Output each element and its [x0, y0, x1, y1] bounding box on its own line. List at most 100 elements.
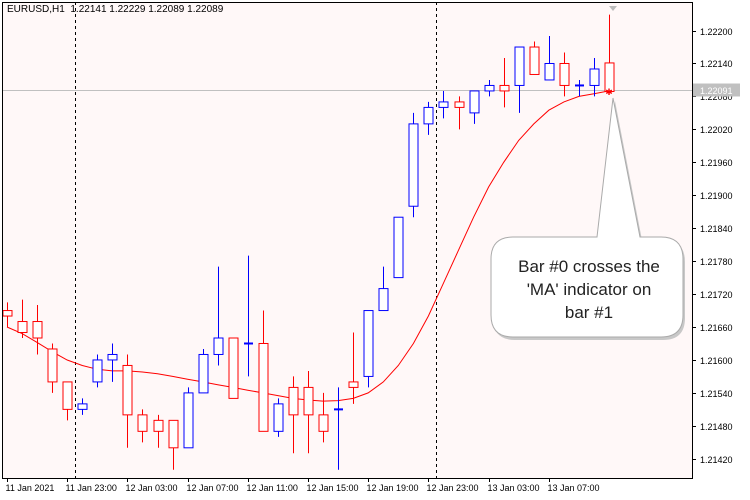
candle-body [198, 353, 209, 394]
candle-body [228, 337, 239, 399]
candle [62, 381, 73, 421]
candle-body [514, 46, 525, 86]
x-tick-label: 12 Jan 23:00 [427, 483, 479, 493]
y-tick-label: 1.21660 [700, 323, 733, 333]
y-tick-label: 1.22080 [700, 92, 733, 102]
callout-line-2: 'MA' indicator on [526, 280, 652, 299]
x-tick-label: 12 Jan 11:00 [247, 483, 298, 493]
candle [454, 96, 465, 130]
candle-body [378, 288, 389, 312]
candle [198, 348, 209, 394]
candle [244, 255, 253, 377]
candle [514, 46, 525, 113]
candle-body [469, 90, 480, 114]
candle-body [544, 62, 555, 81]
candle [213, 266, 224, 366]
candle [47, 343, 58, 393]
candle-body [529, 46, 540, 75]
candle [137, 409, 148, 443]
candle-body [122, 364, 133, 416]
ohlc-values: 1.22141 1.22229 1.22089 1.22089 [70, 4, 224, 15]
candle-body [32, 321, 43, 339]
candle [604, 14, 615, 92]
candle-body [484, 84, 495, 92]
candle [107, 343, 118, 382]
candle-body [47, 348, 58, 383]
x-tick-label: 13 Jan 03:00 [488, 483, 540, 493]
x-tick-label: 12 Jan 03:00 [126, 483, 178, 493]
candle [183, 387, 194, 449]
candle-body [2, 310, 13, 317]
x-tick-label: 11 Jan 2021 [6, 483, 55, 493]
candle-body [393, 216, 404, 279]
candle [32, 305, 43, 355]
x-tick-label: 13 Jan 07:00 [548, 483, 600, 493]
candle-body [137, 414, 148, 432]
y-tick-label: 1.22020 [700, 125, 733, 135]
candle-body [604, 62, 615, 92]
callout-line-1: Bar #0 crosses the [518, 257, 660, 276]
candle [288, 376, 299, 454]
candle-body [499, 84, 510, 92]
candle-body [408, 123, 419, 207]
candle-body [17, 321, 28, 334]
candle [393, 216, 404, 279]
y-tick-label: 1.21780 [700, 257, 733, 267]
bid-price-label-bg [693, 83, 740, 97]
candle-body [153, 419, 164, 432]
y-tick-label: 1.22140 [700, 59, 733, 69]
candle [575, 79, 584, 97]
candle [484, 79, 495, 97]
candle [438, 90, 449, 119]
y-tick-label: 1.21900 [700, 191, 733, 201]
candle [17, 299, 28, 338]
symbol-info: EURUSD,H1 1.22141 1.22229 1.22089 1.2208… [7, 4, 223, 15]
candle [168, 419, 179, 470]
callout-bubble [490, 97, 684, 338]
candle [334, 387, 343, 470]
candle-body [454, 101, 465, 108]
candle-body [438, 101, 449, 108]
bid-price-label: 1.22091 [700, 86, 733, 96]
y-tick-label: 1.21480 [700, 422, 733, 432]
y-tick-label: 1.21420 [700, 455, 733, 465]
candle [544, 36, 555, 81]
x-tick-label: 12 Jan 07:00 [187, 483, 239, 493]
candle [153, 414, 164, 448]
callout-text: Bar #0 crosses the 'MA' indicator on bar… [494, 255, 684, 324]
candle [408, 112, 419, 218]
x-tick-label: 12 Jan 19:00 [367, 483, 419, 493]
candle [423, 101, 434, 135]
candle [499, 58, 510, 108]
candle [92, 354, 103, 388]
candle-body [183, 392, 194, 449]
candle [378, 266, 389, 312]
candle-body [589, 68, 600, 86]
plot-frame [2, 2, 693, 479]
candle [258, 310, 269, 432]
candle-body [62, 381, 73, 410]
candle-body [92, 359, 103, 383]
last-bar-marker [609, 6, 617, 11]
candle [469, 90, 480, 124]
candle-body [107, 353, 118, 361]
candle-body [318, 414, 329, 432]
candle-body [258, 342, 269, 432]
candle [228, 337, 239, 399]
callout-line-3: bar #1 [564, 303, 614, 322]
symbol-label: EURUSD,H1 [7, 4, 65, 15]
y-tick-label: 1.21600 [700, 356, 733, 366]
candle [363, 310, 374, 388]
candle-body [77, 403, 88, 410]
candle [589, 58, 600, 97]
candle-body [213, 337, 224, 355]
candle-body [303, 386, 314, 416]
candle [529, 41, 540, 75]
candle-body [273, 403, 284, 432]
candle [273, 398, 284, 437]
y-tick-label: 1.22200 [700, 27, 733, 37]
candle [318, 392, 329, 443]
candle [77, 398, 88, 415]
candle-body [288, 386, 299, 416]
